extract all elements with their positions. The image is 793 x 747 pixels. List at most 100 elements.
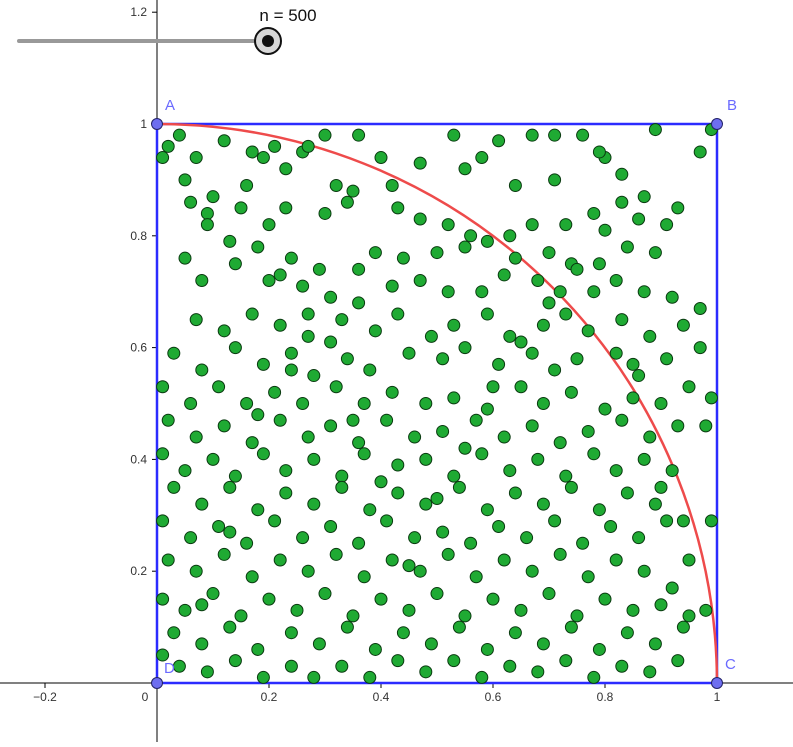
vertex-d[interactable]	[151, 677, 163, 689]
scatter-point	[329, 380, 343, 394]
scatter-point	[391, 654, 405, 668]
scatter-point	[654, 598, 668, 612]
scatter-point	[329, 547, 343, 561]
scatter-point	[548, 514, 562, 528]
scatter-point	[458, 441, 472, 455]
scatter-point	[559, 218, 573, 232]
scatter-point	[346, 413, 360, 427]
scatter-point	[419, 497, 433, 511]
scatter-point	[212, 380, 226, 394]
scatter-point	[262, 218, 276, 232]
scatter-point	[458, 341, 472, 355]
scatter-point	[564, 620, 578, 634]
scatter-point	[184, 195, 198, 209]
scatter-point	[648, 637, 662, 651]
scatter-point	[542, 587, 556, 601]
scatter-point	[391, 486, 405, 500]
scatter-point	[587, 285, 601, 299]
vertex-b[interactable]	[711, 118, 723, 130]
scatter-point	[620, 626, 634, 640]
scatter-point	[447, 128, 461, 142]
x-tick-label: 0	[142, 690, 149, 704]
scatter-point	[553, 547, 567, 561]
scatter-point	[268, 385, 282, 399]
scatter-point	[391, 201, 405, 215]
scatter-point	[424, 329, 438, 343]
scatter-point	[592, 145, 606, 159]
scatter-point	[660, 514, 674, 528]
scatter-point	[161, 139, 175, 153]
scatter-point	[430, 587, 444, 601]
scatter-point	[200, 218, 214, 232]
scatter-point	[200, 665, 214, 679]
scatter-point	[273, 553, 287, 567]
scatter-point	[167, 626, 181, 640]
scatter-point	[391, 307, 405, 321]
scatter-point	[514, 335, 528, 349]
scatter-point	[346, 609, 360, 623]
scatter-point	[682, 553, 696, 567]
scatter-point	[525, 419, 539, 433]
x-tick-label: 0.6	[485, 690, 502, 704]
scatter-point	[570, 609, 584, 623]
scatter-point	[408, 430, 422, 444]
scatter-point	[307, 369, 321, 383]
scatter-point	[301, 430, 315, 444]
scatter-point	[536, 397, 550, 410]
scatter-point	[357, 570, 371, 584]
y-tick-label: 1.2	[130, 5, 147, 19]
scatter-point	[497, 553, 511, 567]
scatter-point	[324, 290, 338, 304]
scatter-point	[699, 419, 713, 433]
scatter-point	[676, 318, 690, 332]
y-tick-label: 1	[140, 117, 147, 131]
scatter-point	[609, 346, 623, 360]
vertex-label-c: C	[725, 656, 736, 673]
scatter-point	[195, 274, 209, 288]
scatter-point	[312, 637, 326, 651]
scatter-point	[335, 313, 349, 327]
scatter-point	[368, 324, 382, 338]
scatter-point	[352, 296, 366, 310]
scatter-point	[648, 246, 662, 260]
scatter-point	[503, 329, 517, 343]
vertex-label-d: D	[164, 660, 175, 677]
scatter-point	[284, 659, 298, 673]
scatter-point	[240, 536, 254, 550]
scatter-point	[217, 324, 231, 338]
scatter-point	[301, 307, 315, 321]
scatter-point	[352, 536, 366, 550]
y-tick-label: 0.6	[130, 341, 147, 355]
vertex-a[interactable]	[151, 118, 163, 130]
scatter-point	[441, 218, 455, 232]
n-slider[interactable]: n = 500	[17, 6, 317, 55]
scatter-point	[671, 419, 685, 433]
scatter-point	[385, 385, 399, 399]
scatter-point	[587, 447, 601, 461]
vertex-c[interactable]	[711, 677, 723, 689]
scatter-point	[682, 380, 696, 394]
scatter-point	[643, 329, 657, 343]
scatter-point	[178, 464, 192, 478]
scatter-point	[346, 184, 360, 198]
scatter-point	[436, 525, 450, 539]
scatter-point	[419, 397, 433, 410]
scatter-point	[475, 285, 489, 299]
scatter-point	[156, 648, 170, 662]
scatter-point	[447, 469, 461, 483]
scatter-point	[548, 363, 562, 377]
scatter-point	[206, 452, 220, 466]
scatter-point	[408, 531, 422, 545]
vertices[interactable]: A B C D	[151, 97, 738, 689]
scatter-point	[178, 251, 192, 265]
scatter-point	[178, 173, 192, 187]
scatter-point	[592, 503, 606, 517]
scatter-point	[228, 469, 242, 483]
scatter-point	[615, 195, 629, 209]
scatter-point	[464, 536, 478, 550]
scatter-point	[503, 659, 517, 673]
scatter-point	[671, 201, 685, 215]
scatter-point	[296, 397, 310, 410]
scatter-point	[570, 262, 584, 276]
